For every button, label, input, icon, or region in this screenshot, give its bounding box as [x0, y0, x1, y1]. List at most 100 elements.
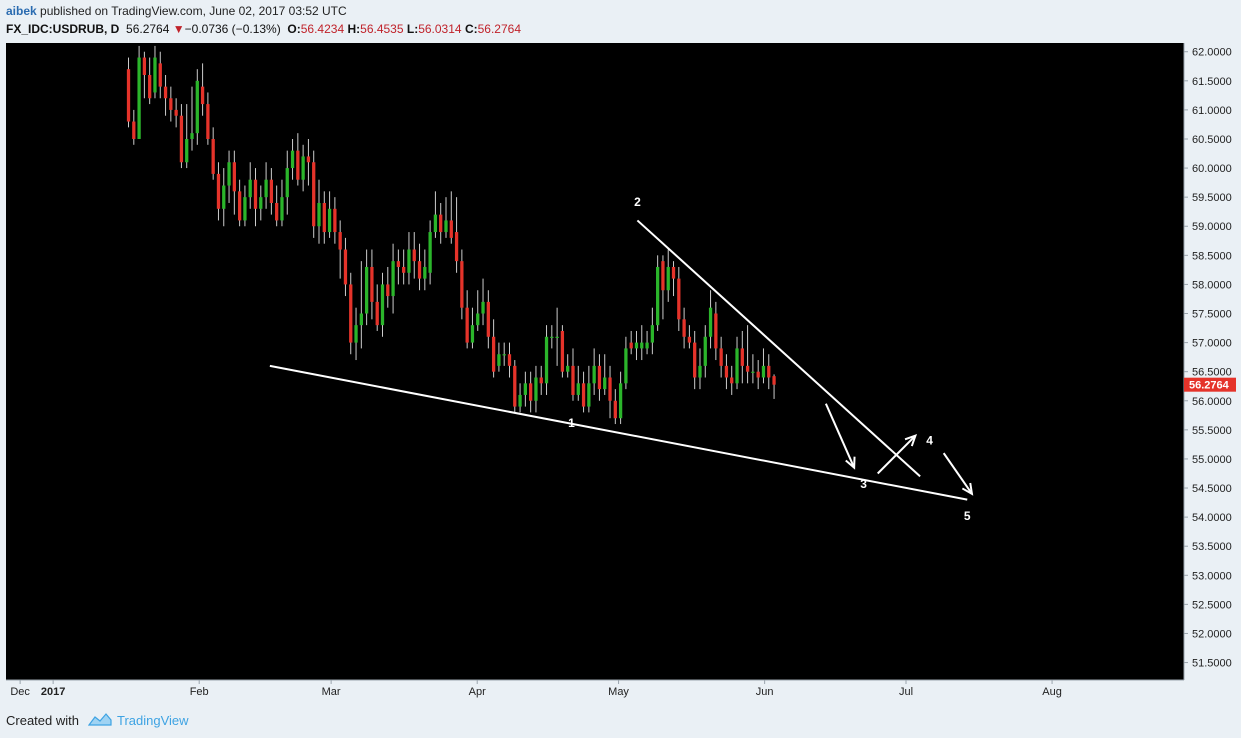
candle-body-down [333, 208, 337, 233]
candle-body-down [714, 313, 718, 349]
candle-body-up [407, 249, 411, 273]
price-tick-label: 62.0000 [1192, 47, 1232, 59]
price-tick-label: 59.0000 [1192, 221, 1232, 233]
candle-body-up [470, 325, 475, 343]
candle-body-down [296, 150, 300, 180]
chart-frame[interactable]: 1 2 3 4 5 62.0000 61.5000 61.0000 60.5000 60.000… [6, 43, 1236, 701]
wave-arrow-2 [877, 434, 917, 475]
candle-body-down [253, 179, 258, 209]
candle-body-down [322, 202, 326, 233]
candle-body-down [724, 365, 729, 378]
candlestick-chart[interactable]: 1 2 3 4 5 62.0000 61.5000 61.0000 60.5000 60.000… [6, 43, 1236, 701]
price-tick-label: 61.5000 [1192, 76, 1232, 88]
published-text: published on TradingView.com, June 02, 2… [40, 4, 347, 18]
tradingview-logo-icon[interactable] [88, 712, 112, 728]
last-price-tag: 56.2764 [1184, 377, 1236, 392]
price-tick-label: 52.5000 [1192, 599, 1232, 611]
candle-body-up [301, 156, 305, 180]
candle-body-down [174, 109, 178, 116]
candle-body-up [603, 377, 607, 390]
wave-arrow-1 [824, 403, 856, 469]
candle-body-up [248, 179, 252, 198]
candle-body-up [566, 365, 570, 372]
candle-body-up [227, 162, 231, 186]
time-tick-label: Jun [756, 686, 774, 698]
candle-body-down [581, 383, 586, 407]
high-value: 56.4535 [360, 22, 404, 36]
candle-body-up [634, 342, 639, 349]
close-value: 56.2764 [477, 22, 521, 36]
price-tick-label: 60.0000 [1192, 163, 1232, 175]
candle-body-up [481, 301, 485, 314]
candle-body-up [185, 138, 189, 163]
price-tick-label: 58.0000 [1192, 279, 1232, 291]
wave-label-5: 5 [964, 509, 971, 523]
candle-body-down [560, 330, 565, 372]
candle-body-down [507, 354, 512, 366]
symbol-name[interactable]: FX_IDC:USDRUB, D [6, 22, 120, 36]
author-link[interactable]: aibek [6, 4, 37, 18]
price-tick-label: 56.0000 [1192, 396, 1232, 408]
candle-body-up [327, 208, 332, 233]
candle-body-up [423, 266, 427, 279]
candle-body-down [693, 342, 697, 378]
plot-area[interactable] [6, 43, 1184, 680]
candle-body-up [433, 214, 438, 233]
candle-body-up [243, 197, 247, 221]
candle-body-down [772, 376, 776, 385]
candle-body-down [677, 278, 681, 320]
candle-body-down [375, 301, 379, 326]
candle-body-down [629, 342, 633, 349]
open-value: 56.4234 [300, 22, 345, 36]
candle-body-down [529, 383, 533, 401]
candle-body-down [148, 74, 152, 99]
candle-body-up [703, 336, 707, 366]
last-price: 56.2764 [126, 22, 170, 36]
candle-body-up [317, 202, 321, 227]
candle-body-down [571, 365, 575, 395]
price-tick-label: 60.5000 [1192, 134, 1232, 146]
candle-body-down [687, 336, 692, 343]
time-tick-label: Feb [190, 686, 209, 698]
candle-body-down [454, 232, 459, 262]
time-tick-label: 2017 [41, 686, 65, 698]
candle-body-up [190, 133, 194, 139]
candle-body-up [444, 220, 448, 233]
candle-body-down [396, 261, 401, 267]
price-tick-label: 53.5000 [1192, 541, 1232, 553]
candle-body-up [137, 57, 141, 139]
time-axis[interactable] [6, 680, 1184, 701]
price-axis[interactable] [1184, 43, 1236, 701]
price-tick-label: 53.0000 [1192, 570, 1232, 582]
time-tick-label: Aug [1042, 686, 1062, 698]
chart-header: aibek published on TradingView.com, June… [0, 0, 1241, 42]
candle-body-up [640, 342, 644, 349]
wave-label-4: 4 [926, 433, 933, 447]
upper-trendline [636, 219, 921, 478]
candle-body-down [343, 249, 348, 285]
candle-body-down [206, 104, 210, 139]
tradingview-brand-link[interactable]: TradingView [117, 713, 189, 728]
candle-body-down [312, 162, 316, 227]
candle-body-up [259, 197, 263, 209]
low-value: 56.0314 [418, 22, 462, 36]
candle-body-down [513, 365, 517, 407]
candle-body-up [497, 354, 501, 366]
candle-body-down [661, 261, 665, 291]
candle-body-up [555, 336, 559, 338]
last-price-tag-bg [1184, 377, 1236, 392]
candle-body-down [349, 284, 353, 343]
candle-body-up [264, 179, 268, 198]
price-tick-label: 51.5000 [1192, 658, 1232, 670]
candle-body-up [534, 377, 538, 401]
candle-body-down [402, 266, 406, 273]
candle-body-down [211, 138, 215, 174]
candle-body-up [618, 383, 623, 419]
candle-body-down [613, 400, 617, 419]
candle-body-up [666, 266, 670, 291]
price-tick-label: 57.5000 [1192, 309, 1232, 321]
price-tick-label: 55.5000 [1192, 425, 1232, 437]
price-tick-label: 56.5000 [1192, 367, 1232, 379]
candle-body-down [608, 377, 612, 401]
candle-body-down [682, 319, 686, 337]
